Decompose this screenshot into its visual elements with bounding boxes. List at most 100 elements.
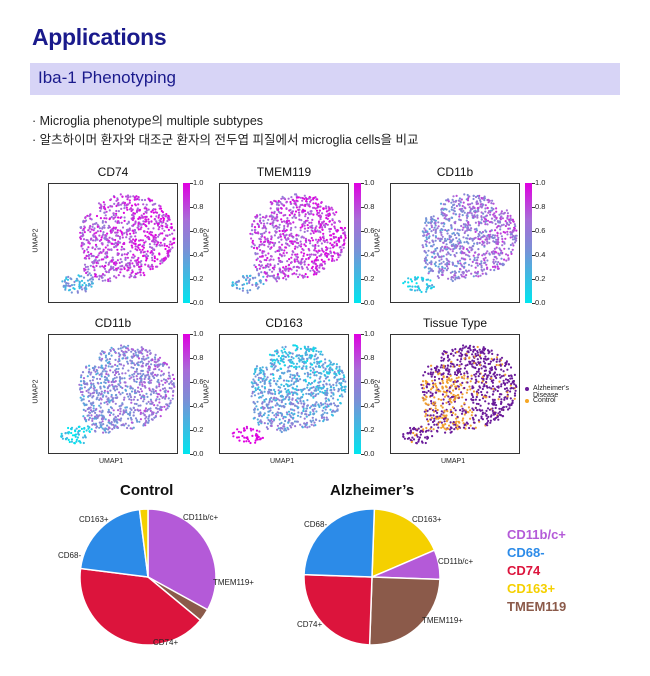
axis-label-y: UMAP2 [374, 379, 382, 404]
pie-slice [371, 549, 441, 581]
colorbar [354, 334, 361, 454]
page-title: Applications [32, 24, 167, 50]
colorbar-tick-mark [532, 183, 535, 184]
pie-legend-item: CD163+ [507, 581, 556, 596]
colorbar-tick-label: 0.8 [364, 202, 375, 211]
colorbar-tick-label: 1.0 [364, 329, 375, 338]
colorbar-tick-label: 0.0 [535, 298, 546, 307]
colorbar-tick-mark [361, 406, 364, 407]
pie-legend: CD11b/c+ CD68- CD74 CD163+ TMEM119 [507, 527, 566, 617]
umap-title: CD74 [97, 165, 129, 179]
colorbar-tick-mark [532, 255, 535, 256]
legend-dot [525, 387, 529, 391]
pie-slice-label: TMEM119+ [213, 578, 254, 587]
colorbar-tick-label: 0.6 [193, 377, 204, 386]
umap-title: TMEM119 [256, 165, 312, 179]
colorbar-tick-label: 0.6 [364, 226, 375, 235]
colorbar-tick-label: 1.0 [193, 178, 204, 187]
colorbar-tick-mark [532, 279, 535, 280]
colorbar-tick-label: 0.4 [535, 250, 546, 259]
axis-label-y: UMAP2 [374, 228, 382, 253]
axis-label-y: UMAP2 [203, 379, 211, 404]
pie-legend-item: CD74 [507, 563, 541, 578]
bullet-item: · Microglia phenotype의 multiple subtypes [32, 114, 264, 128]
colorbar-tick-label: 0.0 [364, 298, 375, 307]
colorbar [354, 183, 361, 303]
axis-label-x: UMAP1 [270, 458, 295, 465]
colorbar [183, 334, 190, 454]
colorbar-tick-mark [190, 279, 193, 280]
legend-label: Alzheimer's Disease [533, 385, 569, 399]
pie-slice-label: TMEM119+ [422, 616, 463, 625]
colorbar-tick-label: 0.4 [193, 401, 204, 410]
colorbar-tick-label: 1.0 [193, 329, 204, 338]
pie-slice-label: CD163+ [79, 515, 109, 524]
umap-panel: CD11b UMAP2 UMAP1 1.0 0.8 0.6 0.4 0.2 0.0 [33, 316, 204, 466]
colorbar-tick-mark [361, 334, 364, 335]
colorbar-tick-label: 0.8 [193, 353, 204, 362]
colorbar-tick-label: 0.8 [193, 202, 204, 211]
colorbar-tick-mark [532, 303, 535, 304]
umap-title: Tissue Type [422, 316, 488, 330]
colorbar-tick-mark [361, 279, 364, 280]
colorbar-tick-mark [190, 358, 193, 359]
umap-title: CD163 [265, 316, 303, 330]
colorbar-tick-mark [190, 334, 193, 335]
pie-slice [303, 573, 373, 646]
pie-slice-label: CD74+ [297, 620, 323, 629]
colorbar-tick-label: 0.4 [364, 401, 375, 410]
umap-title: CD11b [436, 165, 474, 179]
colorbar-tick-mark [361, 382, 364, 383]
axis-label-x: UMAP1 [441, 458, 466, 465]
pie-title-alzheimers: Alzheimer’s [330, 482, 415, 499]
colorbar-tick-mark [361, 454, 364, 455]
colorbar-tick-mark [361, 358, 364, 359]
colorbar-tick-label: 0.6 [364, 377, 375, 386]
colorbar-tick-mark [190, 207, 193, 208]
axis-label-y: UMAP2 [32, 228, 40, 253]
colorbar-tick-label: 0.8 [535, 202, 546, 211]
legend-label: Control [533, 397, 556, 404]
colorbar-tick-mark [532, 231, 535, 232]
axis-label-x: UMAP1 [99, 458, 124, 465]
bullet-list: · Microglia phenotype의 multiple subtypes… [32, 110, 418, 148]
colorbar-tick-label: 0.6 [193, 226, 204, 235]
colorbar-tick-label: 0.4 [364, 250, 375, 259]
colorbar-tick-mark [190, 454, 193, 455]
axis-label-y: UMAP2 [203, 228, 211, 253]
pie-slice [147, 508, 217, 611]
colorbar-tick-mark [361, 255, 364, 256]
pie-slice [138, 508, 149, 578]
colorbar-tick-mark [532, 207, 535, 208]
pie-slice [368, 576, 441, 646]
umap-panel: CD74 UMAP2 1.0 0.8 0.6 0.4 0.2 0.0 [32, 165, 204, 315]
pie-slice-label: CD11b/c+ [438, 557, 474, 566]
colorbar-tick-label: 0.0 [193, 449, 204, 458]
colorbar-tick-mark [190, 303, 193, 304]
section-title: Iba-1 Phenotyping [38, 68, 176, 87]
umap-scatter [219, 183, 349, 303]
pie-slice-label: CD163+ [412, 515, 442, 524]
colorbar-tick-label: 0.2 [193, 274, 204, 283]
colorbar-tick-mark [361, 207, 364, 208]
colorbar-tick-mark [361, 183, 364, 184]
pie-slice [79, 567, 202, 646]
colorbar-tick-label: 0.2 [535, 274, 546, 283]
colorbar-tick-label: 1.0 [535, 178, 546, 187]
umap-scatter [48, 334, 178, 454]
pie-legend-item: TMEM119 [507, 599, 567, 614]
colorbar-tick-label: 0.8 [364, 353, 375, 362]
section-header-bar: Iba-1 Phenotyping [30, 63, 620, 95]
colorbar-tick-mark [361, 303, 364, 304]
colorbar-tick-label: 0.0 [364, 449, 375, 458]
umap-panel: Tissue Type UMAP2 UMAP1 Alzheimer's Disease… [374, 316, 569, 466]
colorbar [525, 183, 532, 303]
pie-slice-label: CD74+ [153, 638, 179, 647]
legend-dot [525, 399, 529, 403]
umap-title: CD11b [94, 316, 132, 330]
colorbar-tick-label: 0.2 [364, 274, 375, 283]
colorbar-tick-mark [190, 255, 193, 256]
colorbar-tick-mark [361, 231, 364, 232]
colorbar-tick-label: 0.2 [364, 425, 375, 434]
colorbar [183, 183, 190, 303]
